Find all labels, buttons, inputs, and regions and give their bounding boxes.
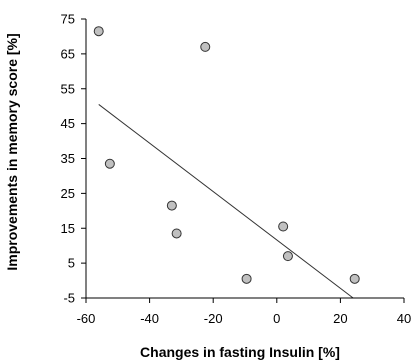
trend-line	[98, 104, 354, 299]
x-tick-label: 20	[333, 311, 347, 326]
axes: -5 5 15 25 35 45 55 65 75 -60 -40 -20 0 20 40	[61, 12, 412, 327]
y-tick-label: 75	[61, 12, 75, 27]
y-axis-title: Improvements in memory score [%]	[4, 33, 20, 270]
data-point	[93, 26, 104, 37]
y-tick-label: 15	[61, 221, 75, 236]
data-point	[241, 273, 252, 284]
x-tick-label: 40	[397, 311, 411, 326]
data-point	[278, 221, 289, 232]
data-point	[104, 158, 115, 169]
data-point	[349, 273, 360, 284]
data-point	[166, 200, 177, 211]
x-tick-label: -40	[140, 311, 159, 326]
x-tick-label: -60	[77, 311, 96, 326]
x-tick-label: 0	[273, 311, 280, 326]
data-point	[200, 41, 211, 52]
data-point	[282, 251, 293, 262]
y-tick-label: 45	[61, 116, 75, 131]
y-tick-label: 25	[61, 186, 75, 201]
data-point	[171, 228, 182, 239]
y-tick-label: -5	[63, 291, 75, 306]
x-tick-label: -20	[204, 311, 223, 326]
y-tick-label: 35	[61, 151, 75, 166]
x-axis-title: Changes in fasting Insulin [%]	[140, 344, 340, 360]
y-tick-label: 65	[61, 46, 75, 61]
plot-area	[93, 26, 360, 299]
y-tick-label: 5	[68, 256, 75, 271]
y-tick-label: 55	[61, 81, 75, 96]
